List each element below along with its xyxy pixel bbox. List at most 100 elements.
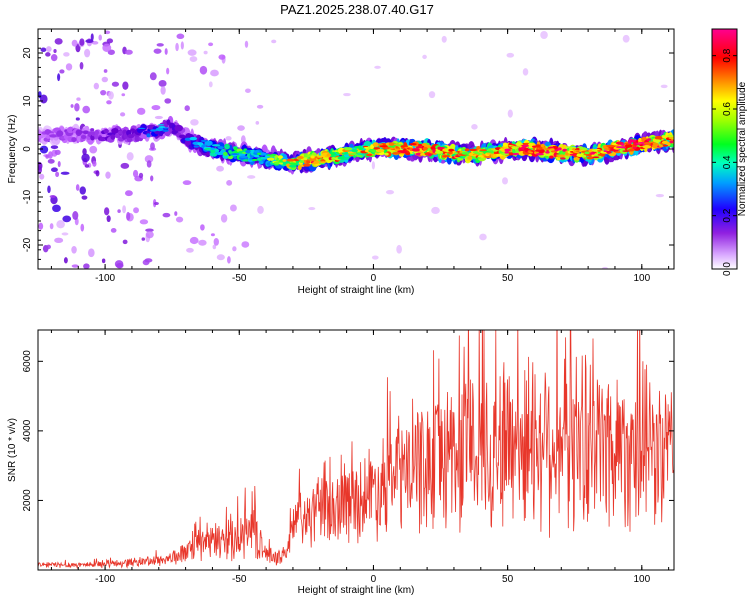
spectrogram-y-tick-label: 10 [22, 95, 33, 107]
spectrogram-ridge-blob [608, 153, 616, 157]
spectrogram-noise-blob [57, 73, 61, 82]
spectrogram-noise-blob [622, 34, 630, 43]
spectrogram-ridge-blob [415, 146, 423, 149]
spectrogram-ridge-blob [447, 151, 453, 155]
spectrogram-ridge-blob [438, 147, 446, 150]
spectrogram-ridge-blob [420, 153, 426, 156]
spectrogram-ridge-blob [391, 152, 401, 155]
spectrogram-noise-blob [655, 193, 664, 198]
colorbar [712, 29, 737, 269]
spectrogram-ridge-blob [606, 150, 612, 154]
spectrogram-ridge-blob [137, 127, 146, 130]
spectrogram-ridge-blob [524, 147, 529, 152]
spectrogram-noise-blob [220, 213, 228, 223]
spectrogram-ridge-blob [512, 152, 520, 156]
spectrogram-noise-blob [256, 104, 264, 109]
spectrogram-noise-blob [422, 54, 427, 60]
spectrogram-ridge-blob [511, 146, 518, 150]
spectrogram-ridge-blob [197, 142, 204, 146]
spectrogram-ridge-blob [289, 162, 298, 165]
spectrogram-noise-blob [54, 38, 63, 45]
spectrogram-noise-blob [145, 228, 154, 232]
spectrogram-noise-blob [154, 115, 163, 120]
spectrogram-noise-blob [98, 34, 102, 41]
spectrogram-ridge-blob [453, 152, 458, 155]
spectrogram-ridge-blob [210, 147, 215, 151]
spectrogram-noise-blob [120, 162, 130, 169]
spectrogram-noise-blob [158, 80, 167, 87]
spectrogram-noise-blob [232, 246, 237, 252]
spectrogram-noise-blob [63, 257, 68, 264]
spectrogram-noise-blob [85, 39, 94, 44]
spectrogram-noise-blob [75, 117, 80, 121]
spectrogram-ridge-blob [461, 152, 470, 155]
spectrogram-noise-blob [174, 211, 178, 216]
spectrogram-noise-blob [146, 160, 152, 168]
spectrogram-ridge-blob [549, 155, 554, 159]
spectrogram-ridge-blob [253, 150, 260, 153]
spectrogram-noise-blob [100, 89, 107, 96]
spectrogram-ridge-blob [669, 140, 674, 144]
spectrogram-ridge-blob [584, 151, 590, 155]
spectrogram-noise-blob [52, 204, 61, 213]
spectrogram-ridge-blob [464, 148, 470, 152]
spectrogram-noise-blob [122, 239, 128, 245]
spectrogram-noise-blob [38, 165, 43, 175]
spectrogram-ridge-blob [389, 147, 394, 150]
snr-y-tick-label: 6000 [22, 350, 33, 373]
spectrogram-ridge-blob [273, 161, 281, 165]
spectrogram-ridge-blob [399, 150, 408, 154]
spectrogram-noise-blob [84, 164, 90, 168]
spectrogram-ridge-blob [210, 149, 216, 154]
spectrogram-y-tick-label: -10 [22, 189, 33, 204]
spectrogram-ridge-blob [662, 144, 669, 147]
spectrogram-ridge-blob [200, 139, 208, 143]
spectrogram-noise-blob [189, 236, 199, 245]
spectrogram-ridge-blob [504, 148, 512, 152]
spectrogram-noise-blob [92, 160, 97, 167]
spectrogram-noise-blob [106, 100, 112, 105]
spectrogram-noise-blob [55, 171, 60, 177]
spectrogram-noise-blob [150, 175, 154, 182]
spectrogram-ridge-blob [233, 147, 238, 151]
spectrogram-noise-blob [133, 207, 139, 214]
spectrogram-noise-blob [71, 39, 78, 47]
spectrogram-ridge-blob [341, 152, 348, 155]
spectrogram-ridge-blob [622, 150, 631, 152]
spectrogram-noise-blob [137, 107, 146, 115]
spectrogram-ridge-blob [652, 142, 658, 146]
spectrogram-ridge-blob [349, 153, 358, 156]
spectrogram-noise-blob [522, 68, 529, 76]
snr-x-tick-label: 100 [633, 574, 650, 585]
spectrogram-ridge-blob [479, 149, 487, 152]
spectrogram-noise-blob [190, 119, 199, 126]
spectrogram-noise-blob [111, 81, 120, 87]
spectrogram-noise-blob [71, 245, 77, 254]
spectrogram-noise-blob [187, 49, 197, 56]
spectrogram-noise-blob [108, 91, 114, 100]
spectrogram-ridge-blob [330, 159, 336, 162]
spectrogram-noise-blob [122, 81, 129, 90]
spectrogram-ridge-blob [162, 127, 169, 129]
spectrogram-noise-blob [540, 30, 548, 40]
spectrogram-noise-blob [54, 149, 61, 155]
spectrogram-ridge-blob [257, 152, 262, 156]
spectrogram-ridge-blob [193, 145, 200, 148]
spectrogram-ridge-blob [40, 133, 47, 138]
spectrogram-noise-blob [216, 165, 224, 172]
spectrogram-ridge-blob [310, 155, 315, 159]
spectrogram-ridge-blob [597, 153, 605, 156]
spectrogram-ridge-blob [313, 160, 320, 164]
spectrogram-noise-blob [216, 254, 225, 261]
spectrogram-ridge-blob [405, 152, 411, 156]
spectrogram-ridge-blob [411, 148, 420, 152]
spectrogram-ridge-blob [544, 148, 552, 151]
spectrogram-ridge-blob [539, 150, 545, 153]
spectrogram-noise-blob [117, 209, 121, 214]
spectrogram-ridge-blob [251, 158, 258, 162]
spectrogram-noise-blob [82, 148, 87, 155]
spectrogram-noise-blob [54, 237, 64, 244]
spectrogram-noise-blob [38, 91, 42, 99]
spectrogram-noise-blob [144, 155, 154, 163]
